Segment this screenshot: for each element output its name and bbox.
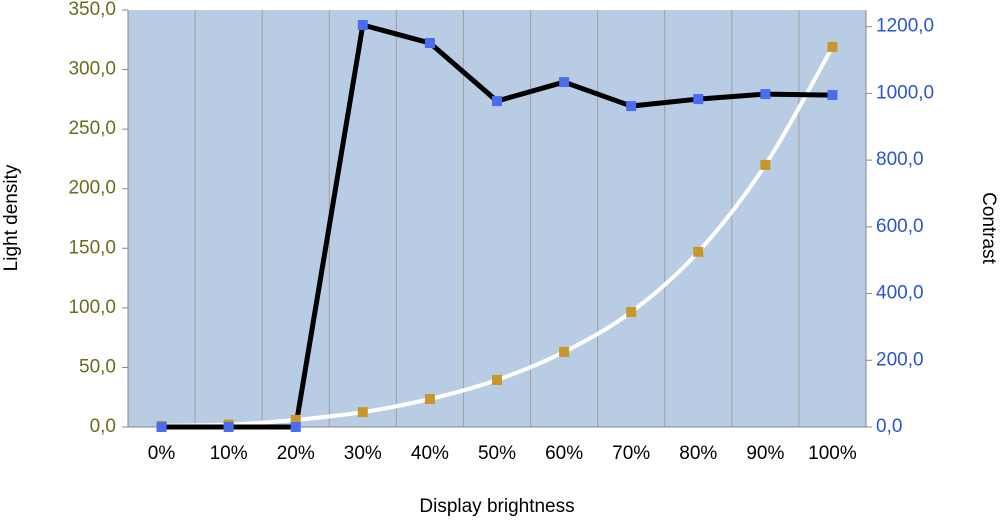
marker [693, 246, 704, 257]
marker [626, 307, 637, 318]
marker [492, 96, 502, 107]
y2-tick-label: 1000,0 [876, 82, 934, 103]
series-line [161, 45, 835, 428]
y2-axis-title: Contrast [978, 192, 999, 265]
y2-tick-label: 800,0 [876, 149, 924, 170]
marker [559, 77, 570, 88]
marker [492, 374, 502, 385]
y-tick-label: 350,0 [68, 0, 116, 20]
marker [290, 422, 301, 432]
y2-tick-label: 600,0 [876, 216, 924, 237]
marker [357, 407, 368, 418]
x-tick-label: 90% [746, 443, 784, 464]
x-tick-label: 0% [148, 443, 176, 464]
x-tick-label: 70% [612, 443, 650, 464]
y-tick-label: 300,0 [68, 59, 116, 80]
marker [760, 89, 771, 100]
y-tick-label: 200,0 [68, 178, 116, 199]
x-tick-label: 80% [679, 443, 717, 464]
y-tick-label: 250,0 [68, 118, 116, 139]
marker [626, 101, 637, 112]
marker [693, 94, 704, 105]
marker [357, 20, 368, 31]
marker [290, 414, 301, 425]
y2-tick-label: 1200,0 [876, 16, 934, 37]
y-tick-label: 100,0 [68, 297, 116, 318]
x-tick-label: 40% [411, 443, 449, 464]
marker [559, 346, 570, 357]
marker [223, 422, 234, 432]
x-tick-label: 100% [808, 443, 857, 464]
marker [424, 38, 435, 49]
x-tick-label: 10% [210, 443, 248, 464]
marker [760, 159, 771, 170]
y2-tick-label: 400,0 [876, 283, 924, 304]
y-axis-title: Light density [1, 164, 22, 271]
plot-area [128, 10, 866, 427]
marker [424, 394, 435, 405]
marker [827, 41, 838, 52]
y2-tick-label: 0,0 [876, 416, 902, 437]
y-tick-label: 50,0 [79, 356, 116, 377]
x-axis-title: Display brightness [419, 496, 574, 517]
x-tick-label: 20% [277, 443, 315, 464]
marker [827, 90, 838, 101]
x-tick-label: 60% [545, 443, 583, 464]
y2-tick-label: 200,0 [876, 349, 924, 370]
x-tick-label: 50% [478, 443, 516, 464]
marker [156, 422, 167, 432]
y-tick-label: 0,0 [90, 416, 116, 437]
y-tick-label: 150,0 [68, 237, 116, 258]
x-tick-label: 30% [344, 443, 382, 464]
